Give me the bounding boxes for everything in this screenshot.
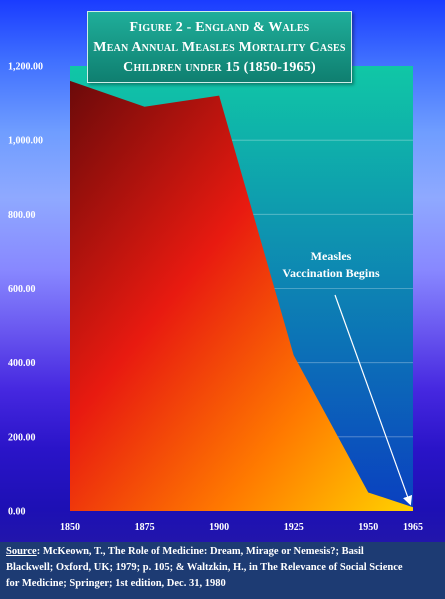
- y-tick-label: 1,200.00: [8, 62, 43, 73]
- x-tick-label: 1850: [60, 522, 80, 533]
- y-axis-tick-labels: 0.00 200.00 400.00 600.00 800.00 1,000.00 1,20…: [8, 62, 43, 518]
- source-line-2: Blackwell; Oxford, UK; 1979; p. 105; & W…: [6, 562, 403, 573]
- source-text-1: : McKeown, T., The Role of Medicine: Dre…: [36, 546, 364, 557]
- x-tick-label: 1950: [358, 522, 378, 533]
- x-tick-label: 1925: [284, 522, 304, 533]
- x-tick-label: 1965: [403, 522, 423, 533]
- x-tick-label: 1900: [209, 522, 229, 533]
- annotation-line-2: Vaccination Begins: [282, 266, 380, 280]
- mortality-area-series: [70, 80, 413, 511]
- y-tick-label: 0.00: [8, 507, 26, 518]
- title-line-2: Mean Annual Measles Mortality Cases: [93, 40, 346, 55]
- source-label: Source: [6, 546, 37, 557]
- source-line-1: Source: McKeown, T., The Role of Medicin…: [6, 544, 439, 560]
- source-line-3: for Medicine; Springer; 1st edition, Dec…: [6, 578, 226, 589]
- source-citation: Source: McKeown, T., The Role of Medicin…: [0, 542, 445, 599]
- y-tick-label: 1,000.00: [8, 136, 43, 147]
- y-tick-label: 200.00: [8, 432, 36, 443]
- y-tick-label: 800.00: [8, 210, 36, 221]
- annotation-line-1: Measles: [311, 249, 352, 263]
- chart-title-box: Figure 2 - England & Wales Mean Annual M…: [87, 11, 352, 83]
- y-tick-label: 600.00: [8, 284, 36, 295]
- title-line-1: Figure 2 - England & Wales: [129, 20, 310, 35]
- y-tick-label: 400.00: [8, 358, 36, 369]
- title-line-3: Children under 15 (1850-1965): [123, 60, 316, 75]
- vaccination-annotation: Measles Vaccination Begins: [282, 249, 413, 506]
- annotation-arrow: [334, 294, 413, 506]
- x-tick-label: 1875: [135, 522, 155, 533]
- x-axis-tick-labels: 1850 1875 1900 1925 1950 1965: [60, 522, 423, 533]
